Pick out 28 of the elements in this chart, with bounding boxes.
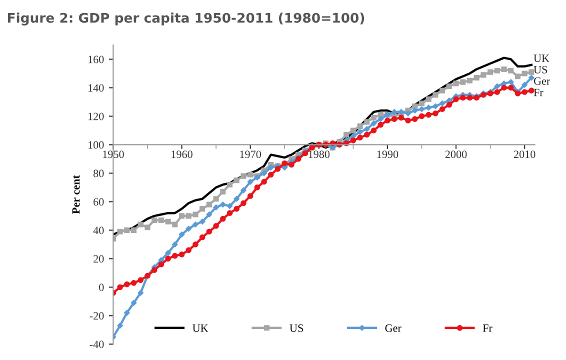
y-tick-label: 140 xyxy=(88,84,104,92)
x-tick-label: 1960 xyxy=(172,150,192,158)
y-axis-title: Per cent xyxy=(72,175,80,214)
legend-label: Fr xyxy=(482,324,492,332)
y-tick-label: -40 xyxy=(90,340,104,348)
legend-label: US xyxy=(290,324,303,332)
x-tick-label: 2000 xyxy=(445,150,467,158)
y-tick-label: 80 xyxy=(93,170,104,178)
text: UK xyxy=(534,54,550,62)
y-tick-label: -20 xyxy=(90,312,104,320)
legend-label: Ger xyxy=(385,324,402,332)
y-tick-label: 160 xyxy=(88,56,104,64)
text: Fr xyxy=(534,88,544,96)
text: Ger xyxy=(534,77,550,85)
y-tick-label: 0 xyxy=(99,284,104,292)
x-tick-label: 2010 xyxy=(514,150,536,158)
y-tick-label: 100 xyxy=(88,141,104,149)
x-tick-label: 1970 xyxy=(240,150,262,158)
y-tick-label: 20 xyxy=(94,255,104,263)
y-tick-label: 120 xyxy=(88,112,104,120)
y-tick-label: 40 xyxy=(93,226,104,234)
legend-label: UK xyxy=(192,324,208,332)
x-tick-label: 1980 xyxy=(308,150,330,158)
chart-title: Figure 2: GDP per capita 1950-2011 (1980=100) xyxy=(8,12,364,26)
x-tick-label: 1950 xyxy=(103,150,124,158)
y-tick-label: 60 xyxy=(94,198,104,206)
x-tick-label: 1990 xyxy=(377,150,398,158)
text: US xyxy=(534,66,548,74)
